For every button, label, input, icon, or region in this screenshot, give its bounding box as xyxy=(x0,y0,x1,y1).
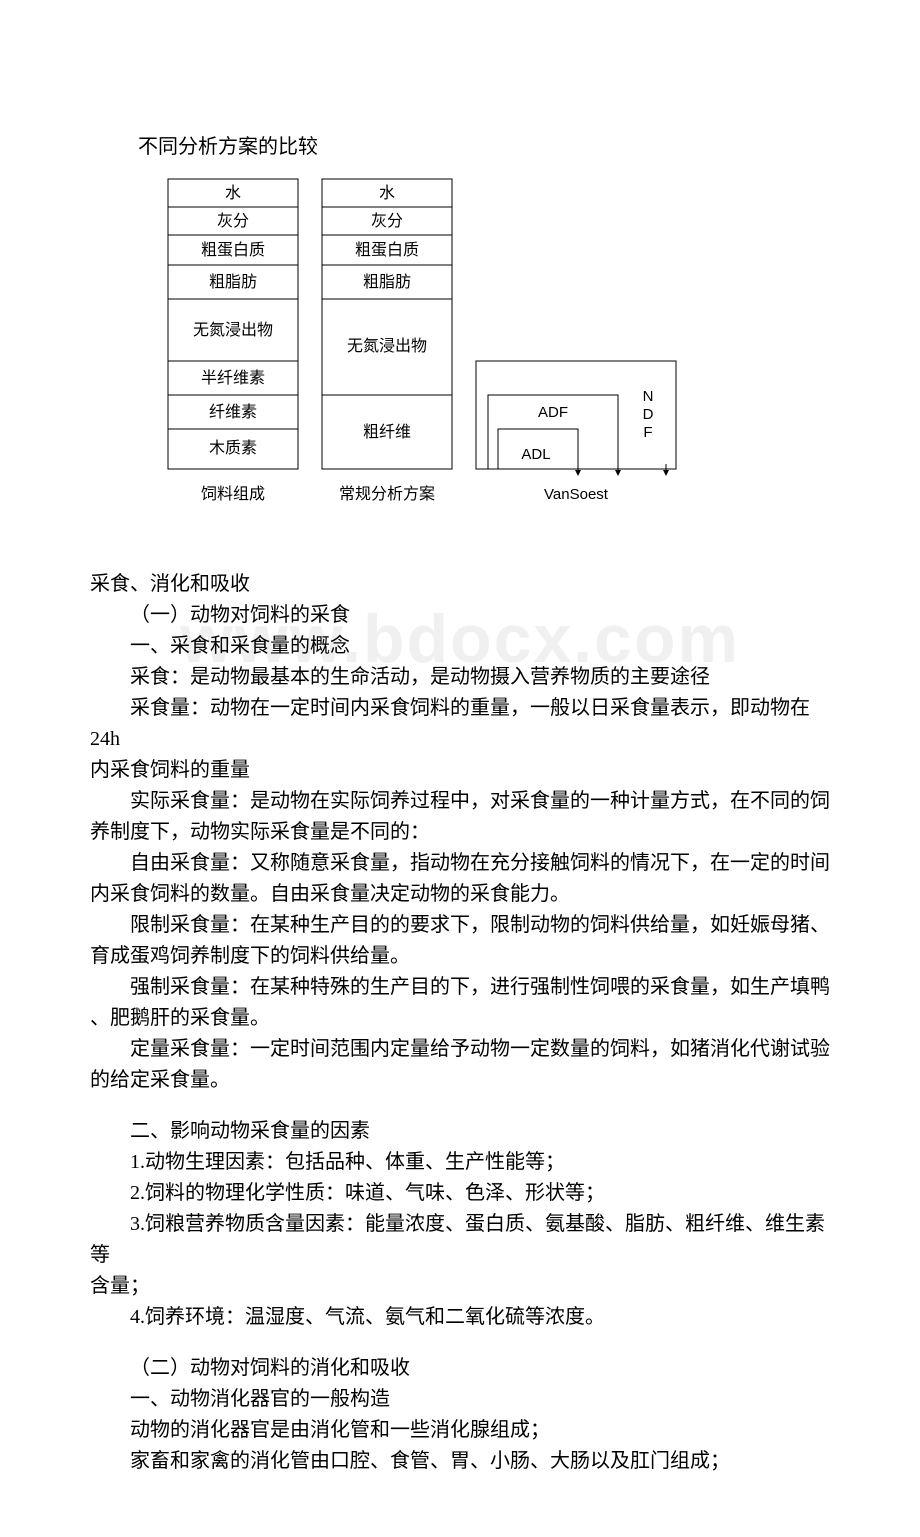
para: 的给定采食量。 xyxy=(90,1065,830,1096)
comparison-diagram: 水 灰分 粗蛋白质 粗脂肪 无氮浸出物 半纤维素 纤维素 木质素 饲料组成 xyxy=(158,169,830,529)
para: 自由采食量：又称随意采食量，指动物在充分接触饲料的情况下，在一定的时间 xyxy=(90,848,830,879)
col1-cell-3: 粗脂肪 xyxy=(209,273,257,291)
para: 实际采食量：是动物在实际饲养过程中，对采食量的一种计量方式，在不同的饲 xyxy=(90,786,830,817)
col2-label: 常规分析方案 xyxy=(339,485,435,503)
col1-cell-1: 灰分 xyxy=(217,212,249,230)
col3-label: VanSoest xyxy=(544,486,609,503)
col1-cell-2: 粗蛋白质 xyxy=(201,241,265,259)
para: 内采食饲料的重量 xyxy=(90,755,830,786)
diagram-title: 不同分析方案的比较 xyxy=(138,130,830,159)
col3-adl: ADL xyxy=(521,446,550,463)
para: 二、影响动物采食量的因素 xyxy=(90,1116,830,1147)
col1-cell-7: 木质素 xyxy=(209,439,257,457)
para: 4.饲养环境：温湿度、气流、氨气和二氧化硫等浓度。 xyxy=(90,1302,830,1333)
para: 1.动物生理因素：包括品种、体重、生产性能等； xyxy=(90,1147,830,1178)
para: 强制采食量：在某种特殊的生产目的下，进行强制性饲喂的采食量，如生产填鸭 xyxy=(90,972,830,1003)
para: 育成蛋鸡饲养制度下的饲料供给量。 xyxy=(90,941,830,972)
col3-ndf-d: D xyxy=(643,406,654,423)
body-text: 采食、消化和吸收 （一）动物对饲料的采食 一、采食和采食量的概念 采食：是动物最… xyxy=(90,569,830,1477)
col2-cell-4: 无氮浸出物 xyxy=(347,337,427,355)
para: 2.饲料的物理化学性质：味道、气味、色泽、形状等； xyxy=(90,1178,830,1209)
col2-cell-0: 水 xyxy=(379,184,395,202)
para: （二）动物对饲料的消化和吸收 xyxy=(90,1353,830,1384)
para: 含量； xyxy=(90,1271,830,1302)
para: 家畜和家禽的消化管由口腔、食管、胃、小肠、大肠以及肛门组成； xyxy=(90,1446,830,1477)
para: 、肥鹅肝的采食量。 xyxy=(90,1003,830,1034)
para: （一）动物对饲料的采食 xyxy=(90,600,830,631)
col2-cell-3: 粗脂肪 xyxy=(363,273,411,291)
diagram-svg: 水 灰分 粗蛋白质 粗脂肪 无氮浸出物 半纤维素 纤维素 木质素 饲料组成 xyxy=(158,169,778,529)
col1-label: 饲料组成 xyxy=(201,485,265,503)
para: 限制采食量：在某种生产目的的要求下，限制动物的饲料供给量，如妊娠母猪、 xyxy=(90,910,830,941)
page-content: 不同分析方案的比较 水 灰分 粗蛋白质 粗脂肪 无氮浸出物 半纤维素 纤维素 木… xyxy=(0,0,920,1537)
para: 3.饲粮营养物质含量因素：能量浓度、蛋白质、氨基酸、脂肪、粗纤维、维生素等 xyxy=(90,1209,830,1271)
col2-cell-5: 粗纤维 xyxy=(363,423,411,441)
col1-cell-5: 半纤维素 xyxy=(201,369,265,387)
col2-cell-1: 灰分 xyxy=(371,212,403,230)
para: 动物的消化器官是由消化管和一些消化腺组成； xyxy=(90,1415,830,1446)
para: 定量采食量：一定时间范围内定量给予动物一定数量的饲料，如猪消化代谢试验 xyxy=(90,1034,830,1065)
section-heading: 采食、消化和吸收 xyxy=(90,569,830,600)
para: 采食：是动物最基本的生命活动，是动物摄入营养物质的主要途径 xyxy=(90,662,830,693)
para: 内采食饲料的数量。自由采食量决定动物的采食能力。 xyxy=(90,879,830,910)
col1-cell-0: 水 xyxy=(225,184,241,202)
col3-adf: ADF xyxy=(538,404,568,421)
col1-cell-4: 无氮浸出物 xyxy=(193,321,273,339)
col3-ndf-f: F xyxy=(643,424,652,441)
col2-cell-2: 粗蛋白质 xyxy=(355,241,419,259)
para: 一、动物消化器官的一般构造 xyxy=(90,1384,830,1415)
para: 养制度下，动物实际采食量是不同的： xyxy=(90,817,830,848)
col1-cell-6: 纤维素 xyxy=(209,403,257,421)
col3-ndf-n: N xyxy=(643,388,654,405)
para: 一、采食和采食量的概念 xyxy=(90,631,830,662)
para: 采食量：动物在一定时间内采食饲料的重量，一般以日采食量表示，即动物在 24h xyxy=(90,693,830,755)
